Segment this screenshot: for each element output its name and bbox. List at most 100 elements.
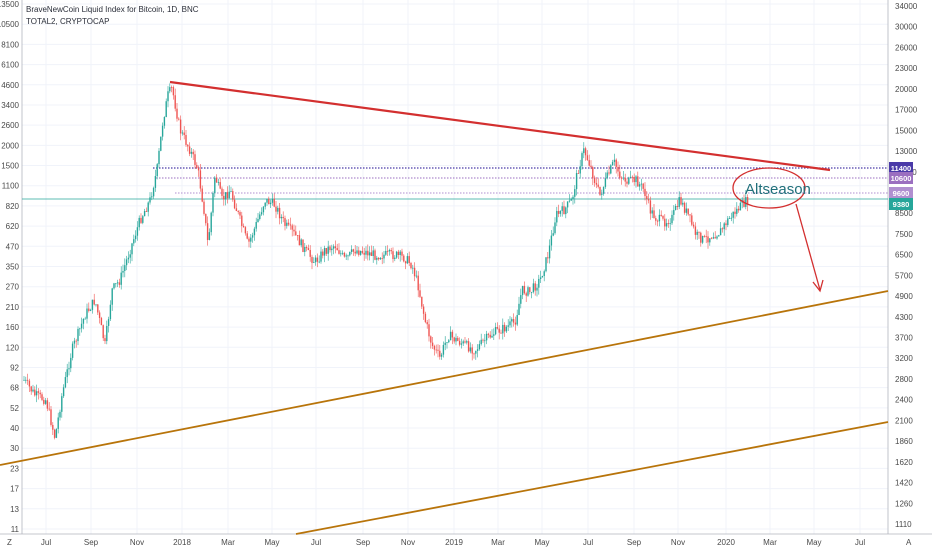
left-price-axis[interactable]: 13500 10500 8100 6100 4600 3400 2600 2000 1500 11… [0, 0, 23, 534]
candle-body [570, 198, 572, 201]
axis-corner-right[interactable]: A [906, 538, 912, 547]
candle-body [53, 429, 56, 438]
candle-body [563, 206, 565, 215]
time-tick-label: Jul [583, 538, 593, 547]
right-tick-label: 20000 [895, 85, 918, 94]
price-tag-label: 9600 [893, 189, 910, 198]
candle-body [525, 293, 527, 296]
candle-body [440, 354, 443, 357]
candle-body [692, 224, 695, 227]
candle-body [388, 250, 391, 252]
time-tick-label: Mar [221, 538, 235, 547]
candle-body [338, 250, 340, 254]
candle-body [498, 328, 500, 333]
left-tick-label: 820 [6, 202, 20, 211]
candle-body [242, 225, 245, 228]
candle-body [527, 287, 529, 296]
candle-body [320, 251, 322, 262]
candle-body [248, 238, 250, 242]
candle-body [50, 409, 52, 425]
candle-body [187, 144, 189, 147]
candle-body [509, 321, 511, 326]
candle-body [122, 270, 124, 273]
annotation[interactable]: Altseason [732, 167, 824, 293]
candle-body [219, 182, 221, 189]
annotation-text: Altseason [745, 181, 811, 198]
candle-body [318, 261, 320, 263]
time-tick-label: Sep [356, 538, 371, 547]
candle-body [183, 132, 185, 135]
candle-body [426, 322, 428, 325]
candle-body [698, 231, 700, 233]
candle-body [259, 214, 261, 220]
candle-body [646, 196, 648, 200]
candle-body [703, 235, 706, 237]
candle-body [723, 223, 725, 230]
candle-body [442, 344, 445, 355]
candle-body [487, 333, 490, 335]
candle-body [208, 232, 211, 240]
candle-body [469, 347, 472, 352]
candle-body [296, 235, 299, 236]
candle-body [307, 248, 310, 251]
candle-body [244, 227, 247, 234]
candle-body [125, 259, 128, 266]
candle-body [401, 251, 403, 256]
candle-body [390, 250, 392, 252]
left-tick-label: 210 [6, 303, 20, 312]
candle-body [84, 318, 86, 320]
candle-body [514, 322, 517, 325]
candle-body [602, 186, 605, 194]
candle-body [451, 331, 454, 338]
right-tick-label: 1620 [895, 458, 913, 467]
candle-body [370, 252, 373, 256]
candle-body [55, 428, 58, 438]
candle-body [503, 324, 506, 332]
candle-body [322, 251, 324, 256]
candle-body [314, 257, 317, 263]
candle-body [349, 251, 351, 256]
candle-body [221, 188, 223, 196]
candle-body [460, 343, 463, 345]
candle-body [385, 250, 387, 255]
trendlines[interactable] [0, 80, 889, 535]
candle-body [129, 254, 131, 258]
right-tick-label: 3700 [895, 334, 913, 343]
candle-body [561, 206, 563, 211]
candle-body [437, 349, 439, 351]
candle-body [701, 235, 704, 243]
candle-body [250, 237, 252, 242]
axis-corner-left[interactable]: Z [7, 538, 12, 547]
candle-body [323, 247, 326, 256]
candle-body [264, 202, 266, 207]
candle-body [453, 337, 455, 342]
candle-body [545, 257, 547, 272]
candle-body [610, 165, 612, 174]
candle-body [313, 262, 315, 264]
candle-body [286, 222, 288, 226]
candle-body [716, 236, 718, 239]
time-tick-label: Jul [41, 538, 51, 547]
candle-body [46, 400, 49, 409]
right-tick-label: 7500 [895, 230, 913, 239]
candle-body [475, 350, 477, 354]
time-tick-label: Nov [401, 538, 415, 547]
candle-body [734, 211, 736, 214]
candle-body [494, 327, 497, 335]
candle-body [115, 283, 117, 285]
candle-body [530, 292, 533, 293]
candle-body [145, 211, 148, 212]
candle-body [41, 394, 43, 400]
candle-body [575, 173, 578, 190]
candle-body [289, 224, 292, 226]
right-tick-label: 5700 [895, 271, 913, 280]
candle-body [57, 417, 59, 429]
time-axis[interactable]: Jul Sep Nov 2018 Mar May Jul Sep Nov 2019 Mar May Ju… [0, 533, 932, 547]
candle-body [550, 235, 553, 246]
candle-body [52, 424, 54, 430]
candle-body [365, 250, 367, 255]
candle-body [613, 159, 616, 163]
candle-body [359, 250, 362, 255]
candle-body [478, 344, 481, 350]
